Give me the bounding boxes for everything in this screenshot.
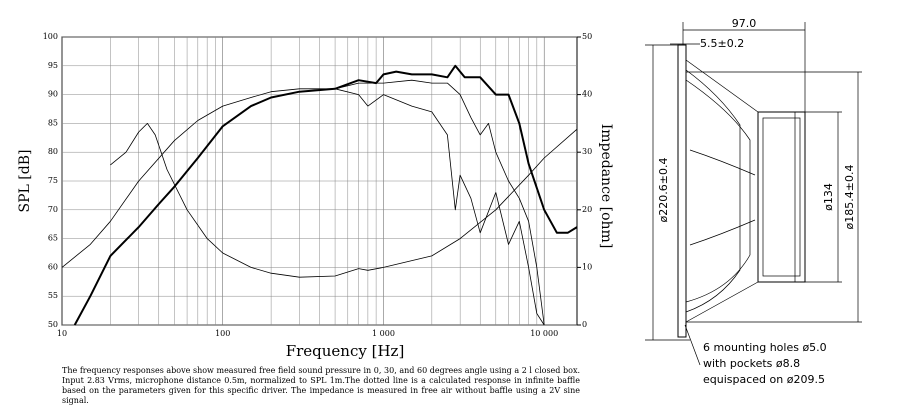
y-tick-label: 90 bbox=[48, 90, 58, 99]
y-tick-label: 85 bbox=[48, 118, 58, 127]
x-tick-label: 10 000 bbox=[530, 329, 558, 338]
y-tick-label: 75 bbox=[48, 176, 58, 185]
x-tick-label: 1 000 bbox=[372, 329, 395, 338]
y2-tick-label: 30 bbox=[582, 147, 592, 156]
y-tick-label: 55 bbox=[48, 291, 58, 300]
series-line bbox=[335, 88, 545, 326]
note: equispaced on ø209.5 bbox=[703, 373, 825, 386]
dimension: ø220.6±0.4 bbox=[657, 158, 670, 223]
series-line bbox=[61, 88, 336, 268]
y2-axis-title: Impedance [ohm] bbox=[598, 124, 614, 249]
series-line bbox=[299, 79, 545, 326]
y-tick-label: 50 bbox=[48, 320, 58, 329]
note: with pockets ø8.8 bbox=[703, 357, 800, 370]
y-tick-label: 100 bbox=[43, 32, 58, 41]
y2-tick-label: 40 bbox=[582, 90, 592, 99]
y-tick-label: 65 bbox=[48, 234, 58, 243]
y2-tick-label: 20 bbox=[582, 205, 592, 214]
dimension: ø134 bbox=[822, 183, 835, 211]
y-axis-title: SPL [dB] bbox=[17, 150, 33, 213]
y-tick-label: 80 bbox=[48, 147, 58, 156]
note: 6 mounting holes ø5.0 bbox=[703, 341, 827, 354]
y2-tick-label: 0 bbox=[582, 320, 587, 329]
speaker-drawing: 97.0 5.5±0.2 ø220.6±0.4 ø134 ø185.4±0.4 … bbox=[645, 17, 862, 386]
dimension: 97.0 bbox=[732, 17, 757, 30]
series-line bbox=[110, 123, 578, 278]
x-tick-label: 100 bbox=[215, 329, 230, 338]
y-tick-label: 70 bbox=[48, 205, 58, 214]
caption: The frequency responses above show measu… bbox=[62, 366, 580, 405]
y-tick-label: 60 bbox=[48, 262, 58, 271]
y2-tick-label: 50 bbox=[582, 32, 592, 41]
x-tick-label: 10 bbox=[57, 329, 67, 338]
y2-tick-label: 10 bbox=[582, 262, 592, 271]
series-line bbox=[73, 64, 578, 326]
dimension: ø185.4±0.4 bbox=[843, 165, 856, 230]
x-axis-title: Frequency [Hz] bbox=[286, 342, 405, 360]
dimension: 5.5±0.2 bbox=[700, 37, 744, 50]
y-tick-label: 95 bbox=[48, 61, 58, 70]
